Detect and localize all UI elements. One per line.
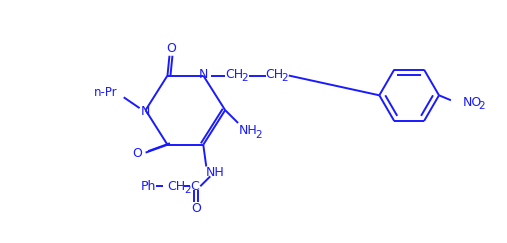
Text: NH: NH — [206, 166, 225, 179]
Text: n-Pr: n-Pr — [94, 86, 118, 99]
Text: Ph: Ph — [141, 180, 156, 193]
Text: N: N — [199, 68, 208, 81]
Text: 2: 2 — [256, 130, 262, 140]
Text: O: O — [191, 202, 201, 216]
Text: NH: NH — [239, 124, 258, 137]
Text: N: N — [141, 105, 150, 118]
Text: 2: 2 — [281, 73, 288, 84]
Text: 2: 2 — [478, 101, 484, 111]
Text: 2: 2 — [184, 185, 191, 195]
Text: O: O — [166, 42, 176, 55]
Text: CH: CH — [225, 68, 243, 81]
Text: CH: CH — [167, 180, 186, 193]
Text: C: C — [190, 180, 199, 193]
Text: NO: NO — [463, 96, 482, 109]
Text: CH: CH — [265, 68, 283, 81]
Text: O: O — [133, 147, 142, 160]
Text: 2: 2 — [242, 73, 248, 84]
